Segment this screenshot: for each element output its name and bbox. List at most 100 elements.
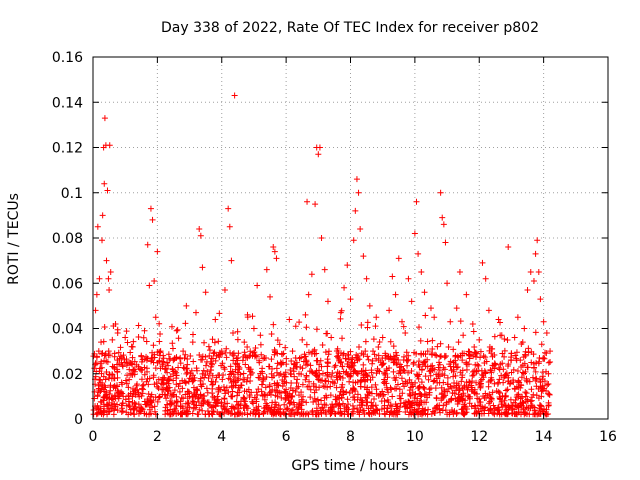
data-point bbox=[295, 383, 302, 390]
data-point bbox=[453, 364, 460, 371]
data-point bbox=[292, 323, 299, 330]
data-point bbox=[310, 399, 317, 406]
data-point bbox=[199, 407, 206, 414]
data-point bbox=[173, 375, 180, 382]
data-point bbox=[336, 370, 343, 377]
data-point bbox=[288, 371, 295, 378]
data-point bbox=[324, 369, 331, 376]
data-point bbox=[444, 381, 451, 388]
data-point bbox=[414, 395, 421, 402]
data-point bbox=[442, 407, 449, 414]
data-point bbox=[283, 361, 290, 368]
data-point bbox=[408, 400, 415, 407]
data-point bbox=[241, 396, 248, 403]
data-point bbox=[250, 325, 257, 332]
data-point bbox=[345, 356, 352, 363]
data-point bbox=[479, 259, 486, 266]
data-point bbox=[143, 338, 150, 345]
data-point bbox=[343, 368, 350, 375]
data-point bbox=[167, 390, 174, 397]
data-point bbox=[110, 364, 117, 371]
data-point bbox=[394, 381, 401, 388]
data-point bbox=[255, 386, 262, 393]
data-point bbox=[371, 408, 378, 415]
data-point bbox=[477, 399, 484, 406]
data-point bbox=[478, 367, 485, 374]
data-point bbox=[299, 398, 306, 405]
data-point bbox=[474, 350, 481, 357]
data-point bbox=[241, 339, 248, 346]
data-point bbox=[288, 379, 295, 386]
chart-title: Day 338 of 2022, Rate Of TEC Index for r… bbox=[161, 20, 539, 36]
data-point bbox=[189, 410, 196, 417]
data-point bbox=[329, 370, 336, 377]
data-point bbox=[99, 212, 106, 219]
data-point bbox=[252, 352, 259, 359]
data-point bbox=[91, 395, 98, 402]
data-point bbox=[167, 355, 174, 362]
data-point bbox=[466, 379, 473, 386]
data-point bbox=[480, 353, 487, 360]
data-point bbox=[495, 364, 502, 371]
data-point bbox=[392, 409, 399, 416]
data-point bbox=[530, 277, 537, 284]
data-point bbox=[211, 349, 218, 356]
data-point bbox=[94, 393, 101, 400]
data-point bbox=[127, 349, 134, 356]
data-point bbox=[326, 408, 333, 415]
data-point bbox=[193, 309, 199, 316]
data-point bbox=[228, 257, 235, 264]
data-point bbox=[397, 395, 404, 402]
data-point bbox=[273, 255, 280, 262]
data-point bbox=[124, 372, 131, 379]
data-point bbox=[492, 361, 499, 368]
data-point bbox=[502, 373, 508, 380]
data-point bbox=[167, 397, 174, 404]
data-point bbox=[366, 302, 373, 309]
data-point bbox=[350, 368, 357, 375]
data-point bbox=[523, 377, 530, 384]
data-point bbox=[122, 377, 129, 384]
data-point bbox=[545, 370, 552, 377]
data-point bbox=[202, 362, 209, 369]
data-point bbox=[358, 350, 365, 357]
data-point bbox=[422, 373, 429, 380]
data-point bbox=[215, 372, 222, 379]
data-point bbox=[183, 302, 190, 309]
data-point bbox=[109, 336, 116, 343]
data-point bbox=[303, 357, 310, 364]
data-point bbox=[105, 408, 112, 415]
data-point bbox=[139, 406, 146, 413]
data-point bbox=[384, 405, 391, 412]
data-point bbox=[432, 407, 439, 414]
data-point bbox=[299, 336, 306, 343]
data-point bbox=[232, 360, 239, 367]
data-point bbox=[118, 354, 125, 361]
data-point bbox=[513, 394, 520, 401]
data-point bbox=[273, 401, 280, 408]
data-point bbox=[183, 365, 190, 372]
data-point bbox=[518, 382, 525, 389]
data-point bbox=[135, 391, 142, 398]
data-point bbox=[491, 365, 498, 372]
data-point bbox=[282, 373, 289, 380]
data-point bbox=[461, 401, 468, 408]
data-point bbox=[173, 369, 180, 376]
x-tick-label: 10 bbox=[406, 429, 424, 445]
data-point bbox=[241, 349, 248, 356]
data-point bbox=[302, 376, 309, 383]
data-point bbox=[179, 377, 186, 384]
data-point bbox=[375, 343, 382, 350]
data-point bbox=[144, 355, 151, 362]
data-point bbox=[400, 367, 407, 374]
data-point bbox=[510, 377, 517, 384]
data-point bbox=[200, 367, 207, 374]
data-point bbox=[291, 360, 298, 367]
data-point bbox=[262, 391, 269, 398]
data-point bbox=[286, 390, 293, 397]
data-point bbox=[98, 358, 105, 365]
data-point bbox=[135, 363, 142, 370]
data-point bbox=[115, 390, 122, 397]
data-point bbox=[224, 400, 231, 407]
data-point bbox=[258, 351, 265, 358]
